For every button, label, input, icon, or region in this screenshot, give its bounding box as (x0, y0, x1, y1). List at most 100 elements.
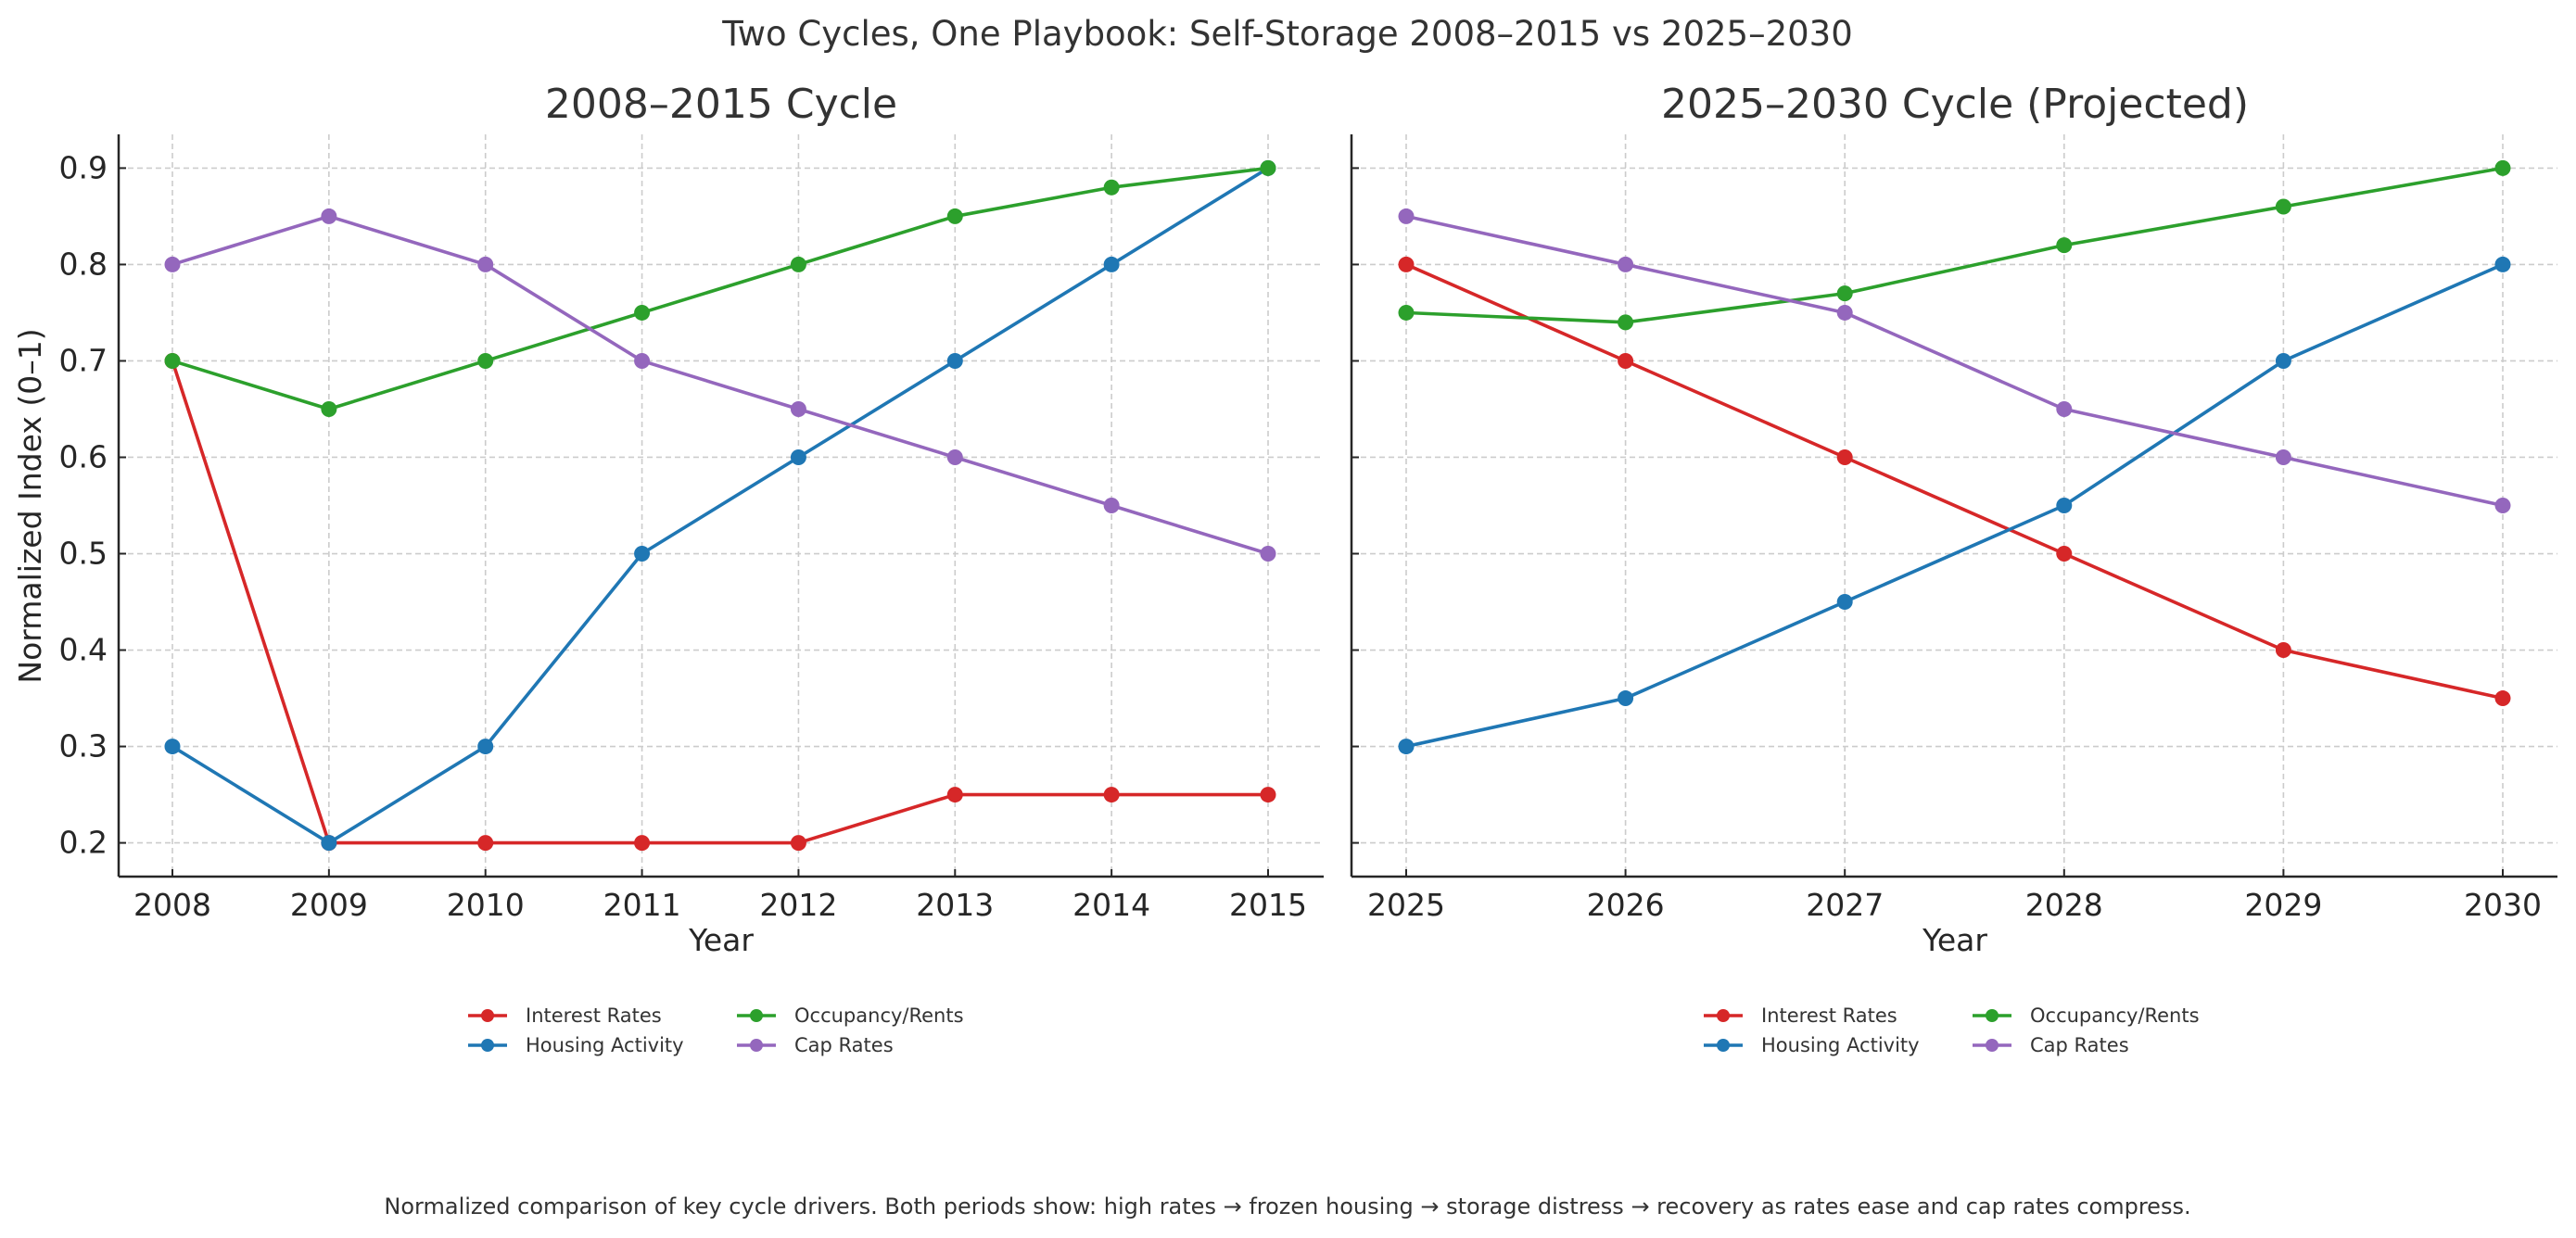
x-tick-label: 2014 (1072, 887, 1150, 923)
legend-label: Housing Activity (1761, 1034, 1920, 1056)
data-point-interest-rates (2275, 642, 2291, 659)
axes: 2008 2009 2010 2011 2012 2013 2014 2015 0.2 0.3 0.… (59, 134, 1324, 923)
panel-title: 2008–2015 Cycle (545, 81, 897, 128)
x-tick-label: 2013 (916, 887, 994, 923)
data-point-cap-rates (1836, 304, 1853, 321)
legend-marker-icon (750, 1009, 763, 1022)
panel-title: 2025–2030 Cycle (Projected) (1661, 81, 2249, 128)
data-point-cap-rates (321, 208, 337, 224)
data-point-occupancy-rents (790, 256, 806, 272)
x-tick-label: 2012 (759, 887, 837, 923)
series-line-interest-rates (1405, 262, 2504, 701)
legend-marker-icon (1717, 1039, 1730, 1052)
panel-2008-2015: 2008–2015 Cycle 2008 2009 2010 2011 2012 2013… (12, 81, 1324, 1056)
x-tick-label: 2015 (1229, 887, 1307, 923)
data-point-interest-rates (790, 835, 806, 852)
y-tick-label: 0.9 (59, 149, 108, 185)
legend-label: Occupancy/Rents (2030, 1004, 2200, 1027)
y-axis-label: Normalized Index (0–1) (12, 328, 48, 683)
legend-label: Cap Rates (794, 1034, 894, 1056)
x-tick-label: 2029 (2244, 887, 2322, 923)
y-tick-label: 0.4 (59, 632, 108, 668)
data-point-housing-activity (321, 835, 337, 852)
data-point-interest-rates (946, 787, 963, 803)
data-point-interest-rates (634, 835, 651, 852)
legend-label: Occupancy/Rents (794, 1004, 964, 1027)
legend-marker-icon (750, 1039, 763, 1052)
data-point-housing-activity (1836, 594, 1853, 611)
series-line-housing-activity (1405, 262, 2504, 749)
data-point-occupancy-rents (1103, 179, 1120, 196)
data-point-interest-rates (1103, 787, 1120, 803)
y-tick-label: 0.3 (59, 728, 108, 764)
data-point-occupancy-rents (321, 400, 337, 417)
panel-2025-2030: 2025–2030 Cycle (Projected) 2025 2026 2027… (1350, 81, 2557, 1056)
legend-marker-icon (1986, 1039, 1999, 1052)
x-tick-label: 2008 (133, 887, 211, 923)
figure-caption: Normalized comparison of key cycle drive… (384, 1194, 2190, 1219)
legend-item-housing-activity: Housing Activity (468, 1034, 684, 1056)
data-point-cap-rates (2056, 400, 2073, 417)
legend: Interest Rates Housing Activity Occupancy/… (1704, 1004, 2200, 1056)
data-point-occupancy-rents (477, 352, 494, 369)
series-line-occupancy-rents (171, 166, 1269, 411)
x-tick-label: 2009 (290, 887, 368, 923)
x-axis-label: Year (1922, 922, 1987, 958)
legend-item-cap-rates: Cap Rates (1973, 1034, 2129, 1056)
data-point-housing-activity (1103, 256, 1120, 272)
y-tick-label: 0.2 (59, 825, 108, 861)
series-lines (1398, 159, 2511, 755)
data-point-housing-activity (790, 448, 806, 465)
data-point-occupancy-rents (1836, 285, 1853, 302)
x-tick-label: 2011 (603, 887, 681, 923)
legend-label: Cap Rates (2030, 1034, 2129, 1056)
data-point-interest-rates (1618, 352, 1634, 369)
y-tick-label: 0.7 (59, 342, 108, 378)
data-point-cap-rates (164, 256, 181, 272)
data-point-cap-rates (1398, 208, 1415, 224)
data-point-cap-rates (634, 352, 651, 369)
data-point-occupancy-rents (2275, 198, 2291, 215)
data-point-housing-activity (477, 739, 494, 755)
y-tick-label: 0.6 (59, 438, 108, 474)
legend: Interest Rates Housing Activity Occupancy/… (468, 1004, 964, 1056)
x-tick-label: 2027 (1806, 887, 1884, 923)
data-point-housing-activity (1618, 690, 1634, 707)
legend-item-interest-rates: Interest Rates (1704, 1004, 1897, 1027)
data-point-housing-activity (1398, 739, 1415, 755)
data-point-cap-rates (1260, 546, 1276, 562)
x-axis-label: Year (688, 922, 754, 958)
legend-item-cap-rates: Cap Rates (737, 1034, 894, 1056)
data-point-occupancy-rents (946, 208, 963, 224)
data-point-housing-activity (2494, 256, 2511, 272)
x-tick-label: 2030 (2464, 887, 2542, 923)
x-tick-label: 2010 (447, 887, 525, 923)
data-point-cap-rates (1103, 498, 1120, 513)
series-line-cap-rates (1405, 214, 2504, 508)
data-point-interest-rates (2056, 546, 2073, 562)
data-point-housing-activity (2056, 498, 2073, 513)
series-line-interest-rates (171, 360, 1268, 845)
legend-item-interest-rates: Interest Rates (468, 1004, 662, 1027)
legend-marker-icon (1986, 1009, 1999, 1022)
data-point-occupancy-rents (1398, 304, 1415, 321)
x-tick-label: 2026 (1587, 887, 1665, 923)
data-point-interest-rates (477, 835, 494, 852)
data-point-occupancy-rents (634, 304, 651, 321)
legend-item-occupancy-rents: Occupancy/Rents (737, 1004, 964, 1027)
data-point-housing-activity (634, 546, 651, 562)
legend-item-housing-activity: Housing Activity (1704, 1034, 1920, 1056)
data-point-interest-rates (1836, 448, 1853, 465)
data-point-cap-rates (946, 448, 963, 465)
legend-marker-icon (481, 1039, 494, 1052)
data-point-occupancy-rents (1260, 159, 1276, 176)
data-point-occupancy-rents (2494, 159, 2511, 176)
legend-label: Interest Rates (1761, 1004, 1897, 1027)
series-line-housing-activity (171, 166, 1269, 845)
data-point-cap-rates (1618, 256, 1634, 272)
data-point-interest-rates (1260, 787, 1276, 803)
series-line-cap-rates (171, 214, 1269, 556)
data-point-interest-rates (2494, 690, 2511, 707)
data-point-occupancy-rents (2056, 237, 2073, 254)
